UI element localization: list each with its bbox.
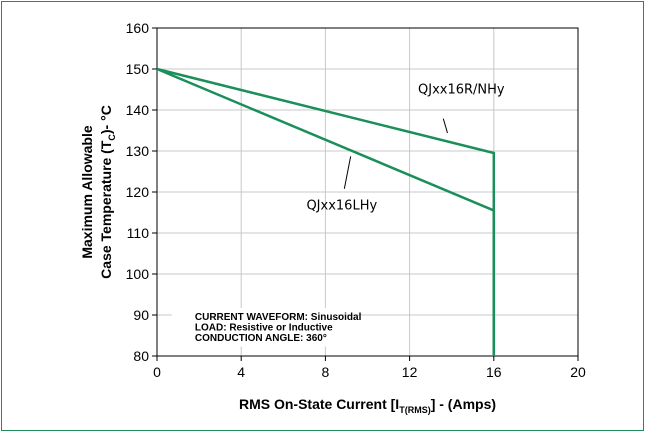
- y-axis-title-line2-subscript: C: [107, 134, 117, 141]
- x-tick-label-20: 20: [570, 364, 586, 380]
- x-axis-title: RMS On-State Current [IT(RMS)] - (Amps): [239, 396, 496, 415]
- y-tick-label-130: 130: [126, 143, 150, 159]
- tick-labels: 0 4 8 12 16 20 80 90 100 110 120 130 140 150 160: [126, 20, 586, 380]
- y-axis-title-line1: Maximum Allowable: [79, 125, 95, 259]
- annotation-load: LOAD: Resistive or Inductive: [195, 323, 333, 334]
- x-axis-title-end: ] - (Amps): [431, 396, 496, 412]
- series-label-qjxx16rnhy: QJxx16R/NHy: [418, 83, 505, 98]
- annotation-box: [171, 308, 339, 347]
- y-tick-label-150: 150: [126, 61, 150, 77]
- y-tick-label-140: 140: [126, 102, 150, 118]
- grid: [156, 27, 579, 357]
- x-tick-label-8: 8: [322, 364, 330, 380]
- y-tick-label-90: 90: [133, 307, 149, 323]
- series-leader-qjxx16lhy: [343, 156, 352, 189]
- series-lines: [156, 67, 496, 356]
- annotation-waveform: CURRENT WAVEFORM: Sinusoidal: [195, 312, 362, 323]
- series-line-qjxx16lhy: [156, 67, 496, 356]
- x-tick-label-12: 12: [402, 364, 418, 380]
- y-axis-title-line2: Case Temperature (TC)- °C: [98, 105, 117, 279]
- y-tick-label-160: 160: [126, 20, 150, 36]
- y-tick-label-120: 120: [126, 184, 150, 200]
- x-axis-title-main: RMS On-State Current [I: [239, 396, 399, 412]
- y-axis-title: Maximum Allowable Case Temperature (TC)-…: [79, 105, 117, 279]
- y-axis-title-line2-main: Case Temperature (T: [98, 140, 114, 279]
- x-tick-label-0: 0: [153, 364, 161, 380]
- x-tick-label-16: 16: [486, 364, 502, 380]
- series-leader-qjxx16rnhy: [442, 118, 448, 134]
- y-tick-label-100: 100: [126, 266, 150, 282]
- y-tick-label-110: 110: [127, 225, 150, 241]
- series-label-qjxx16lhy: QJxx16LHy: [306, 199, 377, 214]
- x-axis-title-subscript: T(RMS): [399, 405, 431, 415]
- y-axis-title-line2-end: )- °C: [98, 105, 114, 134]
- y-tick-label-80: 80: [133, 348, 149, 364]
- x-tick-label-4: 4: [237, 364, 245, 380]
- annotation-conduction-angle: CONDUCTION ANGLE: 360°: [195, 333, 327, 344]
